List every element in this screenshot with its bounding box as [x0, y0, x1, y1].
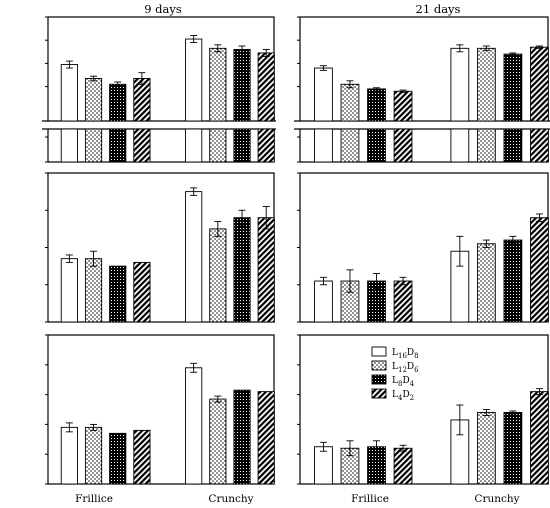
panel-d-bar: [503, 53, 523, 122]
panel-d-bar-lower: [393, 128, 413, 163]
legend-label-part: L: [392, 348, 398, 358]
panel-a-bar-lower: [209, 128, 227, 163]
panel-d-bar: [367, 88, 386, 122]
panel-d-bar: [314, 67, 333, 122]
legend-label-part: D: [402, 376, 409, 386]
legend-label-part: 6: [414, 366, 419, 374]
legend-label-part: D: [402, 390, 409, 400]
panel-b-bar: [60, 258, 78, 323]
panel-e-bar: [503, 239, 523, 323]
legend-swatch: [371, 360, 387, 371]
panel-a-bar-lower: [185, 128, 203, 163]
panel-e-bar: [314, 280, 333, 323]
panel-f-bar: [503, 412, 523, 485]
legend-label-part: 16: [398, 352, 407, 360]
legend-label-part: 4: [410, 380, 415, 388]
legend-label-part: 4: [398, 394, 403, 402]
panel-c-bar: [60, 426, 78, 485]
panel-a-bar: [185, 38, 203, 122]
panel-b-bar: [257, 217, 275, 323]
panel-a-bar: [233, 49, 251, 122]
panel-c-bar: [84, 426, 103, 485]
title-9-days: 9 days: [144, 2, 182, 16]
panel-f-bar: [476, 412, 496, 485]
panel-c-bar: [209, 398, 227, 485]
panel-a-bar: [60, 64, 78, 122]
panel-c-bar: [257, 391, 275, 485]
panel-e-bar: [476, 243, 496, 323]
x-category-crunchy-left: Crunchy: [208, 493, 253, 505]
panel-d-bar: [393, 90, 413, 122]
panel-d-bar: [340, 83, 360, 122]
panel-c-bar: [233, 389, 251, 485]
panel-b-bar: [84, 258, 103, 323]
panel-a-bar-lower: [84, 128, 103, 163]
x-category-frillice-right: Frillice: [351, 493, 389, 505]
legend-label: L4D2: [392, 390, 414, 402]
legend-label-part: L: [392, 390, 398, 400]
legend-label-part: 8: [398, 380, 402, 388]
panel-a-bar: [84, 78, 103, 122]
panel-d-bar-lower: [503, 128, 523, 163]
panel-a-bar-lower: [109, 128, 127, 163]
legend-swatch: [371, 388, 387, 399]
panel-a-bar: [109, 83, 127, 122]
panel-b-bar: [109, 265, 127, 323]
legend-label-part: D: [407, 348, 414, 358]
legend-label-part: D: [407, 362, 414, 372]
panel-d-bar: [450, 47, 470, 122]
panel-a-bar-lower: [233, 128, 251, 163]
panel-e-bar: [393, 280, 413, 323]
panel-b-bar: [185, 191, 203, 323]
legend-label: L8D4: [392, 376, 415, 388]
panel-b-bar: [133, 261, 151, 323]
panel-d-bar-lower: [314, 128, 333, 163]
panel-f-bar: [530, 391, 549, 485]
legend-label-part: 12: [398, 366, 407, 374]
x-category-frillice-left: Frillice: [75, 493, 113, 505]
panel-a-bar-lower: [60, 128, 78, 163]
panel-d-bar-lower: [450, 128, 470, 163]
legend-label: L12D6: [392, 362, 419, 374]
panel-e-bar: [530, 217, 549, 323]
panel-a-bar: [257, 52, 275, 122]
panel-d-bar-lower: [340, 128, 360, 163]
legend-label-part: 2: [410, 394, 414, 402]
panel-f-bar: [393, 447, 413, 485]
panel-d-bar-lower: [530, 128, 549, 163]
legend-label-part: L: [392, 376, 398, 386]
panel-b-bar: [233, 217, 251, 323]
panel-d-bar-lower: [367, 128, 386, 163]
panel-a-bar-lower: [257, 128, 275, 163]
legend-label: L16D8: [392, 348, 419, 360]
legend-label-part: L: [392, 362, 398, 372]
panel-c-bar: [185, 367, 203, 485]
panel-a-bar: [209, 47, 227, 122]
panel-d-bar: [530, 46, 549, 122]
panel-c-bar: [109, 432, 127, 485]
panel-a-axis-break-band: [42, 121, 278, 129]
legend-label-part: 8: [414, 352, 418, 360]
panel-d-bar: [476, 47, 496, 122]
legend-swatch: [371, 374, 387, 385]
panel-a-bar-lower: [133, 128, 151, 163]
panel-d-axis-break-band: [294, 121, 550, 129]
x-category-crunchy-right: Crunchy: [474, 493, 519, 505]
panel-a-bar: [133, 78, 151, 122]
panel-d-bar-lower: [476, 128, 496, 163]
panel-f-bar: [314, 446, 333, 485]
panel-c-bar: [133, 429, 151, 485]
panel-b-bar: [209, 228, 227, 323]
legend-swatch: [371, 346, 387, 357]
title-21-days: 21 days: [416, 2, 461, 16]
